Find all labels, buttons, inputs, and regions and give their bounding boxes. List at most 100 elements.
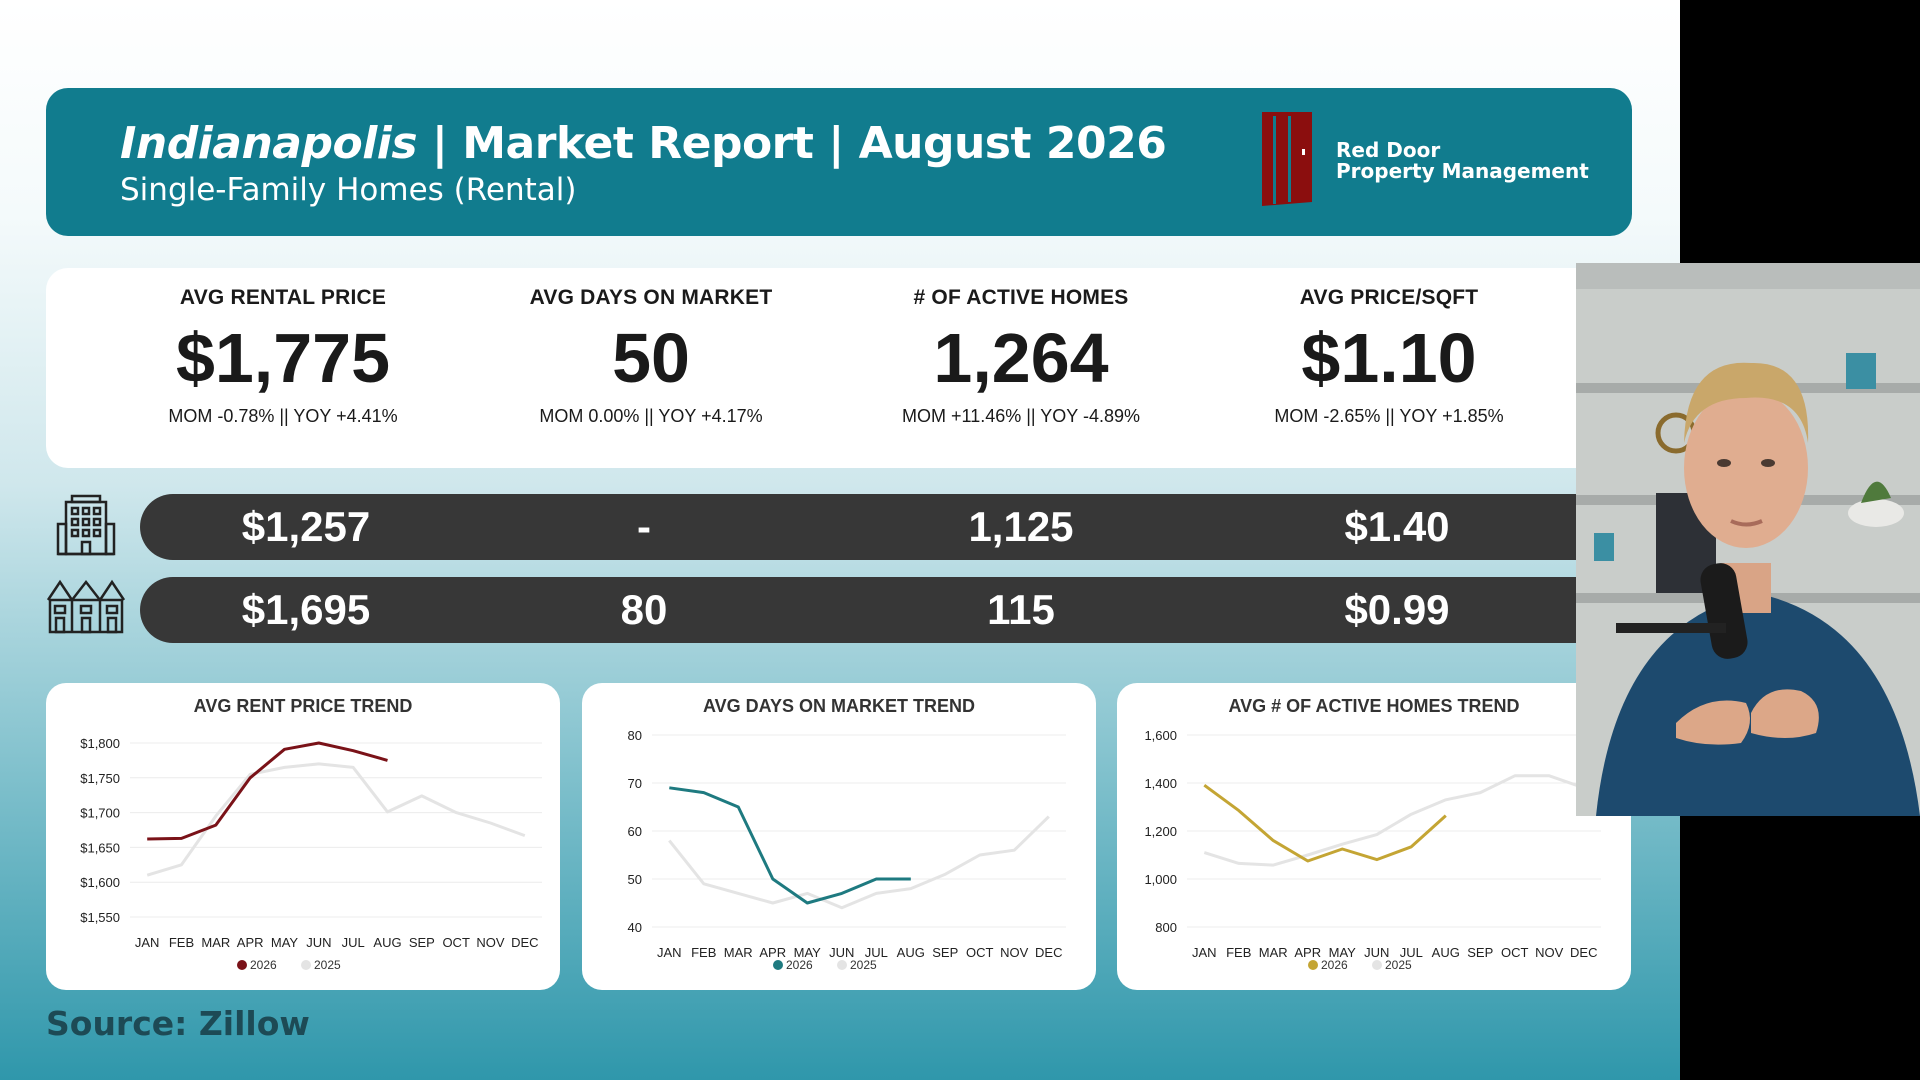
x-tick-label: JUN [306,935,331,950]
y-tick-label: 60 [628,824,642,839]
x-tick-label: SEP [932,945,958,960]
x-tick-label: OCT [966,945,994,960]
y-tick-label: $1,750 [80,771,120,786]
kpi-summary-card: AVG RENTAL PRICE $1,775 MOM -0.78% || YO… [46,268,1680,468]
row-value: $1,695 [241,586,371,633]
x-tick-label: APR [237,935,264,950]
row-value: $1,257 [241,503,371,550]
y-tick-label: $1,800 [80,736,120,751]
row-value: $1.40 [1344,503,1450,550]
kpi-avg-days-on-market: AVG DAYS ON MARKET 50 MOM 0.00% || YOY +… [466,268,836,427]
row-value: $0.99 [1344,586,1450,633]
legend-marker-2025 [1372,960,1382,970]
x-tick-label: JUL [342,935,365,950]
x-tick-label: FEB [1226,945,1251,960]
row-value: - [637,503,651,550]
x-tick-label: NOV [476,935,505,950]
kpi-value: $1,775 [175,319,391,397]
report-title: Indianapolis | Market Report | August 20… [120,118,1167,169]
row-value: 1,125 [968,503,1074,550]
legend-marker-2025 [837,960,847,970]
kpi-active-homes: # OF ACTIVE HOMES 1,264 MOM +11.46% || Y… [836,268,1206,427]
series-line-2026 [147,741,388,841]
apartment-building-icon [56,494,116,556]
kpi-label: AVG RENTAL PRICE [179,286,387,309]
series-line-2026 [1203,783,1447,863]
kpi-label: AVG DAYS ON MARKET [529,286,773,309]
row-value: 80 [620,586,668,633]
y-tick-label: 40 [628,920,642,935]
x-tick-label: JUN [1364,945,1389,960]
legend-marker-2026 [1308,960,1318,970]
report-subtitle: Single-Family Homes (Rental) [120,172,577,208]
kpi-value: 1,264 [933,319,1109,397]
kpi-change: MOM +11.46% || YOY -4.89% [902,406,1140,426]
title-rest: | Market Report | August 2026 [417,118,1167,169]
townhomes-icon [46,579,126,634]
brand-line-2: Property Management [1336,159,1589,183]
x-tick-label: DEC [1570,945,1597,960]
legend-marker-2026 [237,960,247,970]
x-tick-label: SEP [409,935,435,950]
kpi-change: MOM -0.78% || YOY +4.41% [168,406,398,426]
x-tick-label: JUL [865,945,888,960]
x-tick-label: MAY [1329,945,1357,960]
kpi-label: # OF ACTIVE HOMES [913,286,1129,309]
y-tick-label: 80 [628,728,642,743]
x-tick-label: JAN [657,945,682,960]
presenter-webcam [1576,263,1920,816]
x-tick-label: AUG [1432,945,1460,960]
x-tick-label: APR [1294,945,1321,960]
legend-marker-2026 [773,960,783,970]
x-tick-label: DEC [1035,945,1062,960]
townhome-stats-row: $1,695 80 115 $0.99 [140,577,1680,643]
legend-label: 2026 [786,958,813,972]
kpi-avg-rental-price: AVG RENTAL PRICE $1,775 MOM -0.78% || YO… [98,268,468,427]
y-tick-label: 70 [628,776,642,791]
brand-name: Red Door Property Management [1336,140,1589,182]
x-tick-label: JUN [829,945,854,960]
x-tick-label: MAR [1259,945,1288,960]
chart-title: AVG DAYS ON MARKET TREND [702,696,976,716]
brand-line-1: Red Door [1336,138,1441,162]
x-tick-label: AUG [373,935,401,950]
series-line-2025 [1203,774,1585,867]
x-tick-label: MAR [724,945,753,960]
series-line-2025 [668,815,1050,910]
series-line-2025 [146,762,526,877]
source-note: Source: Zillow [46,1004,310,1043]
x-tick-label: NOV [1535,945,1564,960]
days-on-market-trend-chart: 40 50 60 70 80 JAN FEB MAR APR MAY JUN JUL AUG SEP OCT… [628,728,1066,972]
kpi-value: $1.10 [1301,319,1477,397]
kpi-avg-price-sqft: AVG PRICE/SQFT $1.10 MOM -2.65% || YOY +… [1204,268,1574,427]
x-tick-label: APR [759,945,786,960]
rent-price-trend-chart: $1,550 $1,600 $1,650 $1,700 $1,750 $1,800 JAN F… [80,736,542,972]
chart-title: AVG # OF ACTIVE HOMES TREND [1228,696,1520,716]
y-tick-label: 1,400 [1144,776,1177,791]
legend-label: 2025 [1385,958,1412,972]
legend-label: 2026 [250,958,277,972]
legend-label: 2026 [1321,958,1348,972]
legend-label: 2025 [314,958,341,972]
kpi-label: AVG PRICE/SQFT [1299,286,1479,309]
series-line-2026 [669,786,911,905]
city-name: Indianapolis [120,118,418,169]
x-tick-label: JUL [1400,945,1423,960]
x-tick-label: JAN [1192,945,1217,960]
x-tick-label: MAR [201,935,230,950]
x-tick-label: SEP [1467,945,1493,960]
y-tick-label: $1,550 [80,910,120,925]
kpi-value: 50 [612,319,690,397]
x-tick-label: DEC [511,935,538,950]
y-tick-label: $1,650 [80,840,120,855]
kpi-change: MOM 0.00% || YOY +4.17% [539,406,763,426]
presenter-video-frame [1576,263,1920,816]
x-tick-label: MAY [271,935,299,950]
x-tick-label: JAN [135,935,160,950]
y-tick-label: $1,700 [80,806,120,821]
days-on-market-trend-card: AVG DAYS ON MARKET TREND 40 50 60 70 80 JAN FE… [582,683,1096,990]
x-tick-label: AUG [897,945,925,960]
legend-marker-2025 [301,960,311,970]
active-homes-trend-card: AVG # OF ACTIVE HOMES TREND 800 1,000 1,20… [1117,683,1631,990]
y-tick-label: 1,000 [1144,872,1177,887]
